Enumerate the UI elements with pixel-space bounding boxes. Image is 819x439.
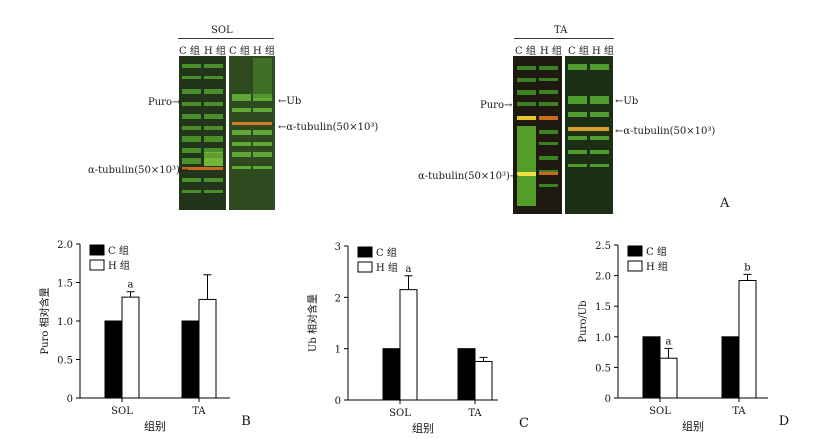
c-y-tick-label-1: 1: [335, 345, 341, 356]
c-bar-0-1: [457, 348, 476, 401]
b-bar-1-0: [121, 296, 140, 399]
d-panel-letter: D: [779, 414, 789, 429]
c-y-tick-label-0: 0: [335, 396, 341, 407]
c-legend-label-1: H 组: [376, 261, 398, 274]
d-bar-1-0: [659, 357, 678, 399]
d-legend-label-0: C 组: [646, 245, 667, 258]
b-y-tick-label-1: 0.5: [57, 356, 73, 367]
c-category-label-1: TA: [468, 408, 482, 419]
d-bar-1-1: [738, 279, 757, 399]
sol-lane-2: H 组: [204, 46, 226, 57]
b-category-label-1: TA: [192, 406, 206, 417]
b-bar-0-1: [181, 320, 200, 399]
sol-title: SOL: [211, 25, 233, 36]
sol-title-rule: [178, 38, 274, 39]
b-bar-0-0: [104, 320, 123, 399]
sol-left-tubulin-label: α-tubulin(50×10³)→: [88, 165, 189, 176]
c-y-axis-label: Ub 相对含量: [306, 294, 319, 352]
d-y-tick-label-1: 0.5: [595, 363, 611, 374]
ta-right-tubulin-label: ←α-tubulin(50×10³): [615, 126, 716, 137]
d-y-tick-label-0: 0: [605, 394, 611, 405]
ta-lane-2: H 组: [540, 46, 562, 57]
d-legend-swatch-0: [627, 245, 643, 257]
c-bar-0-0: [382, 348, 401, 401]
c-legend-swatch-1: [357, 261, 373, 273]
b-legend-label-1: H 组: [108, 259, 130, 272]
b-y-tick-label-4: 2.0: [57, 240, 73, 251]
ta-lane-1: C 组: [515, 46, 536, 57]
d-y-tick-label-4: 2.0: [595, 272, 611, 283]
ta-blot-image: [513, 56, 613, 214]
c-legend-label-0: C 组: [376, 246, 397, 259]
d-legend-label-1: H 组: [646, 260, 668, 273]
c-x-axis-label: 组别: [412, 421, 434, 435]
b-category-label-0: SOL: [111, 406, 133, 417]
c-category-label-0: SOL: [389, 408, 411, 419]
c-legend-swatch-0: [357, 246, 373, 258]
ta-ub-label: ←Ub: [615, 96, 639, 107]
b-bar-1-1: [198, 298, 217, 399]
d-bar-0-0: [642, 336, 661, 399]
ta-title: TA: [554, 25, 568, 36]
d-category-label-1: TA: [732, 406, 746, 417]
sol-lane-3: C 组: [229, 46, 250, 57]
b-y-tick-label-3: 1.5: [57, 279, 73, 290]
sol-puro-label: Puro→: [148, 97, 181, 108]
sol-blot-group: SOL C 组 H 组 C 组 H 组: [0, 0, 410, 225]
b-annotation-0: a: [128, 280, 134, 291]
b-legend-label-0: C 组: [108, 244, 129, 257]
ta-lane-4: H 组: [592, 46, 614, 57]
b-y-tick-label-0: 0: [67, 394, 73, 405]
b-legend-swatch-1: [89, 259, 105, 271]
c-annotation-0: a: [406, 264, 412, 275]
c-panel-letter: C: [519, 416, 529, 431]
b-panel-letter: B: [241, 414, 251, 429]
d-y-tick-label-2: 1.0: [595, 333, 611, 344]
d-y-tick-label-5: 2.5: [595, 241, 611, 252]
c-y-tick-label-2: 2: [335, 293, 341, 304]
d-bar-0-1: [721, 336, 740, 399]
b-y-axis-label: Puro 相对含量: [38, 287, 51, 354]
b-y-tick-label-2: 1.0: [57, 317, 73, 328]
d-x-axis-label: 组别: [682, 419, 704, 433]
ta-left-tubulin-label: α-tubulin(50×10³)→: [418, 171, 519, 182]
d-y-tick-label-3: 1.5: [595, 302, 611, 313]
b-legend-swatch-0: [89, 244, 105, 256]
sol-blot-image: [179, 56, 275, 210]
ta-blot-group: TA C 组 H 组 C 组 H 组: [410, 0, 819, 225]
ta-lane-3: C 组: [568, 46, 589, 57]
panel-a-letter: A: [720, 196, 730, 211]
b-x-axis-label: 组别: [144, 419, 166, 433]
d-legend-swatch-1: [627, 260, 643, 272]
c-bar-1-0: [399, 289, 418, 401]
d-annotation-0: a: [666, 336, 672, 347]
sol-ub-label: ←Ub: [278, 96, 302, 107]
d-y-axis-label: Puro/Ub: [578, 300, 589, 342]
sol-lane-4: H 组: [253, 46, 275, 57]
d-annotation-1: b: [744, 262, 750, 273]
c-bar-1-1: [474, 361, 493, 401]
sol-right-tubulin-label: ←α-tubulin(50×10³): [278, 122, 379, 133]
c-y-tick-label-3: 3: [335, 242, 341, 253]
chart-d-puro-ub: 0 0.5 1.0 1.5 2.0 2.5 SOL TA a b C 组 H 组 Puro/Ub 组别 D: [578, 241, 789, 433]
d-category-label-0: SOL: [649, 406, 671, 417]
ta-puro-label: Puro→: [480, 100, 513, 111]
sol-lane-1: C 组: [179, 46, 200, 57]
ta-title-rule: [514, 38, 614, 39]
